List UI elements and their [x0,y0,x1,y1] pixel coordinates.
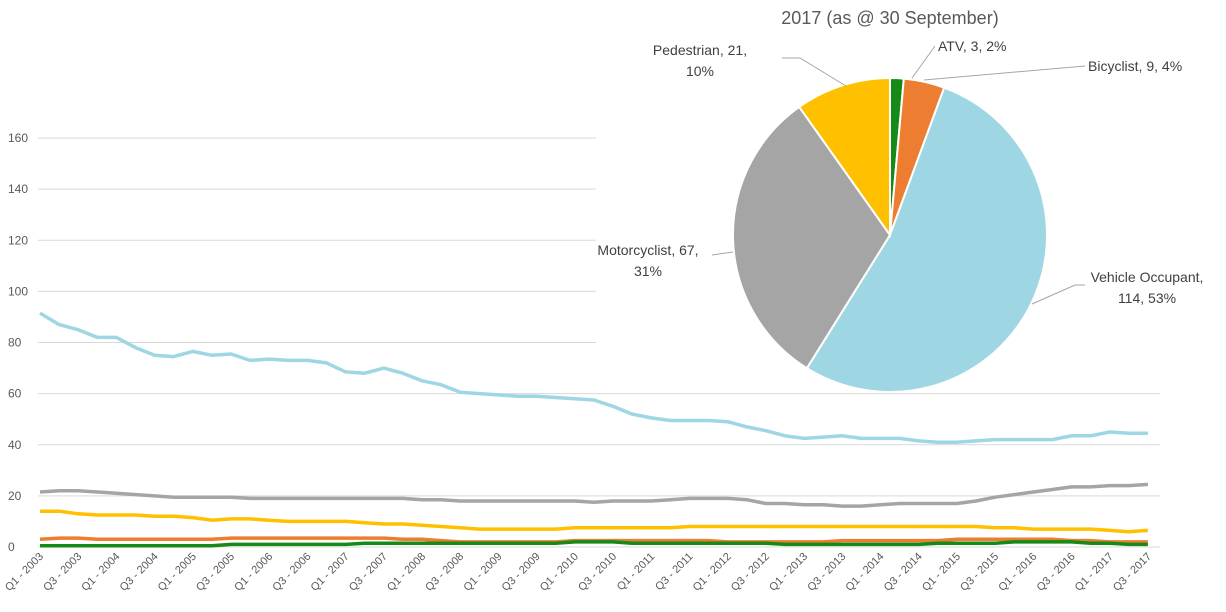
y-tick-label: 120 [8,233,28,247]
y-tick-label: 60 [8,387,22,401]
leader-line [1031,284,1085,305]
x-tick-label: Q1 - 2008 [385,551,428,594]
y-tick-label: 160 [8,131,28,145]
y-tick-label: 80 [8,336,22,350]
pie-label: Vehicle Occupant, 114, 53% [1090,269,1204,306]
x-tick-label: Q3 - 2015 [958,551,1001,594]
leader-line [711,251,734,256]
x-tick-label: Q3 - 2003 [41,551,84,594]
x-tick-label: Q1 - 2005 [156,551,199,594]
x-tick-label: Q1 - 2015 [920,551,963,594]
pie-chart [732,76,1048,393]
x-tick-label: Q3 - 2006 [270,551,313,594]
x-tick-label: Q3 - 2005 [194,551,237,594]
x-tick-label: Q3 - 2008 [423,551,466,594]
x-tick-label: Q1 - 2013 [767,551,810,594]
x-tick-label: Q3 - 2007 [347,551,390,594]
x-tick-label: Q1 - 2017 [1073,551,1116,594]
pie-label: Bicyclist, 9, 4% [1088,58,1183,74]
line-series [40,540,1148,548]
x-tick-label: Q1 - 2006 [232,551,275,594]
x-tick-label: Q1 - 2003 [3,551,46,594]
leader-line [911,45,936,79]
x-tick-label: Q3 - 2010 [576,551,619,594]
x-tick-label: Q1 - 2014 [844,551,887,594]
pie-slice [797,76,891,239]
x-tick-label: Q1 - 2016 [996,551,1039,594]
x-tick-label: Q3 - 2013 [805,551,848,594]
pie-title: 2017 (as @ 30 September) [781,8,998,28]
x-tick-label: Q3 - 2012 [729,551,772,594]
x-tick-label: Q1 - 2007 [309,551,352,594]
leader-line [782,57,847,87]
x-tick-label: Q1 - 2009 [461,551,504,594]
y-tick-label: 140 [8,182,28,196]
x-tick-label: Q1 - 2012 [691,551,734,594]
pie-slice [732,105,892,370]
x-tick-label: Q3 - 2014 [882,551,925,594]
line-series [40,509,1149,534]
x-tick-label: Q3 - 2009 [500,551,543,594]
x-tick-label: Q3 - 2011 [653,551,696,594]
x-tick-label: Q1 - 2010 [538,551,581,594]
x-tick-label: Q3 - 2017 [1111,551,1154,594]
leader-line [923,65,1086,81]
pie-slice [805,86,1048,393]
y-tick-label: 40 [8,438,22,452]
pie-label: Motorcyclist, 67, 31% [597,242,699,279]
x-tick-label: Q1 - 2004 [79,551,122,594]
line-series [39,482,1149,508]
x-tick-label: Q3 - 2016 [1035,551,1078,594]
pie-label: ATV, 3, 2% [938,38,1007,54]
x-tick-label: Q1 - 2011 [615,551,658,594]
y-tick-label: 0 [8,540,15,554]
x-tick-label: Q3 - 2004 [118,551,161,594]
y-tick-label: 100 [8,284,28,298]
line-series [39,311,1148,444]
y-tick-label: 20 [8,489,22,503]
pie-label: Pedestrian, 21, 10% [652,42,748,79]
